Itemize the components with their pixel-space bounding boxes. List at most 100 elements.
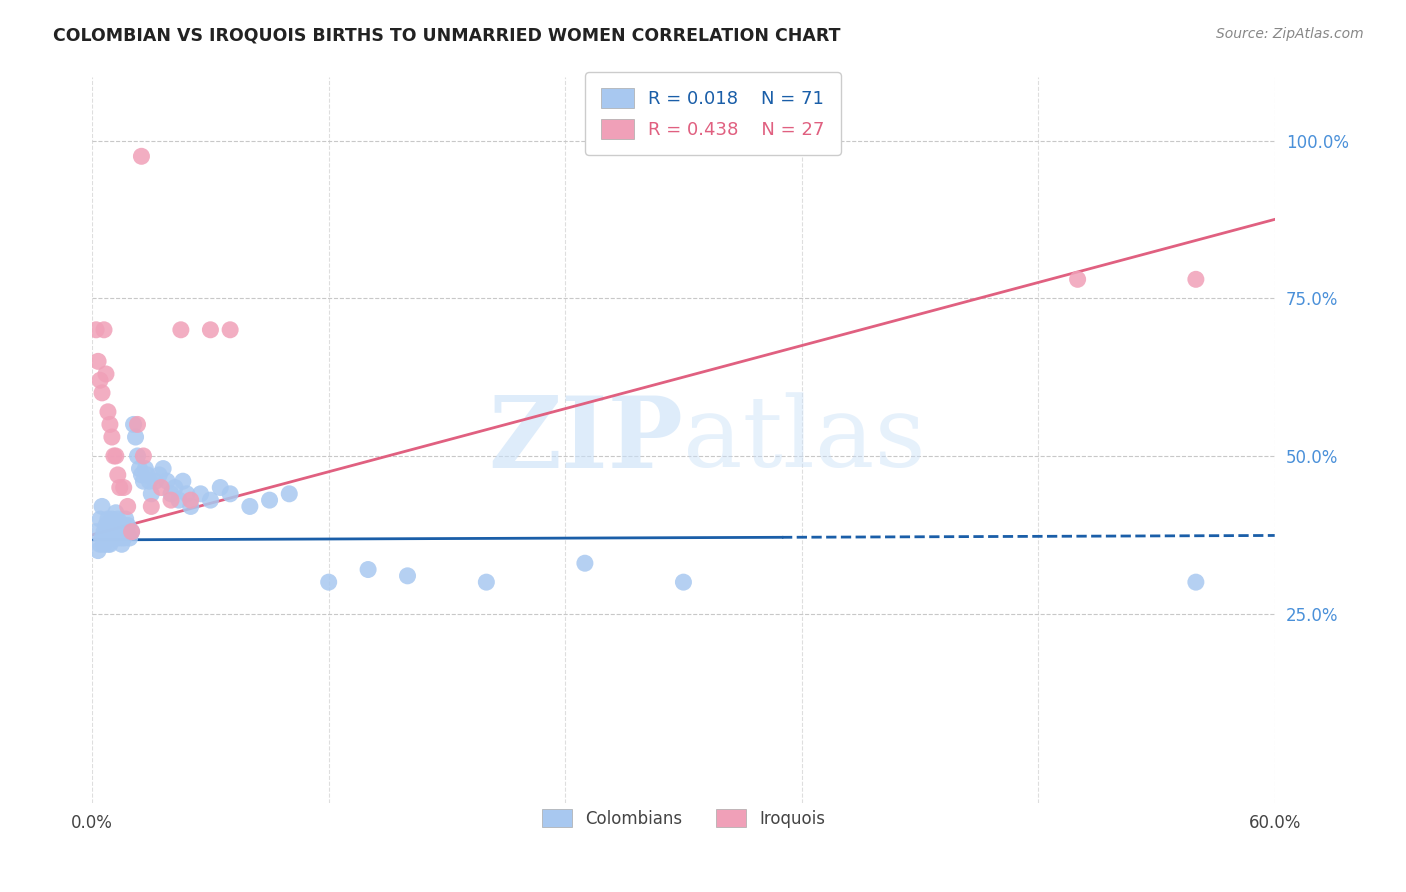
Point <box>128 461 150 475</box>
Point <box>87 354 110 368</box>
Point <box>117 518 139 533</box>
Text: COLOMBIAN VS IROQUOIS BIRTHS TO UNMARRIED WOMEN CORRELATION CHART: COLOMBIAN VS IROQUOIS BIRTHS TO UNMARRIE… <box>53 27 841 45</box>
Point <box>127 449 149 463</box>
Point <box>104 518 127 533</box>
Point <box>160 487 183 501</box>
Point <box>108 531 131 545</box>
Point <box>91 385 114 400</box>
Point <box>318 575 340 590</box>
Point <box>200 323 222 337</box>
Point <box>111 524 134 539</box>
Point <box>98 531 121 545</box>
Point <box>97 405 120 419</box>
Point <box>396 569 419 583</box>
Point <box>141 500 163 514</box>
Point <box>172 474 194 488</box>
Point <box>114 524 136 539</box>
Point <box>84 323 107 337</box>
Point <box>107 512 129 526</box>
Point <box>91 531 114 545</box>
Point <box>574 556 596 570</box>
Point <box>107 467 129 482</box>
Point <box>103 518 125 533</box>
Point <box>97 537 120 551</box>
Point <box>672 575 695 590</box>
Point <box>170 323 193 337</box>
Point <box>219 323 242 337</box>
Point <box>103 449 125 463</box>
Point <box>219 487 242 501</box>
Point <box>132 474 155 488</box>
Point <box>132 449 155 463</box>
Point <box>108 481 131 495</box>
Point <box>357 562 380 576</box>
Point <box>122 417 145 432</box>
Point <box>278 487 301 501</box>
Point <box>150 481 173 495</box>
Point <box>111 537 134 551</box>
Point <box>91 500 114 514</box>
Point <box>152 461 174 475</box>
Point <box>98 537 121 551</box>
Point <box>131 467 153 482</box>
Point <box>112 518 135 533</box>
Point <box>87 543 110 558</box>
Point <box>98 518 121 533</box>
Point <box>101 531 124 545</box>
Point <box>89 373 111 387</box>
Point <box>156 474 179 488</box>
Point <box>180 493 202 508</box>
Point <box>89 537 111 551</box>
Point <box>259 493 281 508</box>
Point <box>84 524 107 539</box>
Text: atlas: atlas <box>683 392 927 488</box>
Point <box>141 487 163 501</box>
Point <box>1185 575 1208 590</box>
Point <box>93 537 115 551</box>
Point <box>112 481 135 495</box>
Point <box>124 430 146 444</box>
Point <box>136 467 159 482</box>
Point <box>94 531 117 545</box>
Point <box>180 500 202 514</box>
Point <box>190 487 212 501</box>
Point <box>103 524 125 539</box>
Point <box>167 493 190 508</box>
Point <box>209 481 232 495</box>
Point <box>475 575 498 590</box>
Point <box>112 531 135 545</box>
Point <box>97 524 120 539</box>
Point <box>121 524 143 539</box>
Point <box>89 512 111 526</box>
Point <box>118 531 141 545</box>
Point <box>176 487 198 501</box>
Point <box>93 524 115 539</box>
Point <box>104 531 127 545</box>
Point <box>134 461 156 475</box>
Point <box>160 493 183 508</box>
Point <box>104 506 127 520</box>
Point <box>101 430 124 444</box>
Point <box>1185 272 1208 286</box>
Point <box>121 524 143 539</box>
Point <box>107 524 129 539</box>
Point <box>127 417 149 432</box>
Point <box>114 512 136 526</box>
Point <box>101 524 124 539</box>
Point <box>97 512 120 526</box>
Point <box>101 512 124 526</box>
Point <box>117 500 139 514</box>
Point <box>1066 272 1088 286</box>
Point <box>94 518 117 533</box>
Legend: Colombians, Iroquois: Colombians, Iroquois <box>536 803 832 835</box>
Text: Source: ZipAtlas.com: Source: ZipAtlas.com <box>1216 27 1364 41</box>
Text: ZIP: ZIP <box>488 392 683 489</box>
Point <box>148 467 170 482</box>
Point <box>143 474 166 488</box>
Point <box>98 417 121 432</box>
Point <box>239 500 262 514</box>
Point <box>131 149 153 163</box>
Point <box>93 323 115 337</box>
Point <box>163 481 186 495</box>
Point <box>108 518 131 533</box>
